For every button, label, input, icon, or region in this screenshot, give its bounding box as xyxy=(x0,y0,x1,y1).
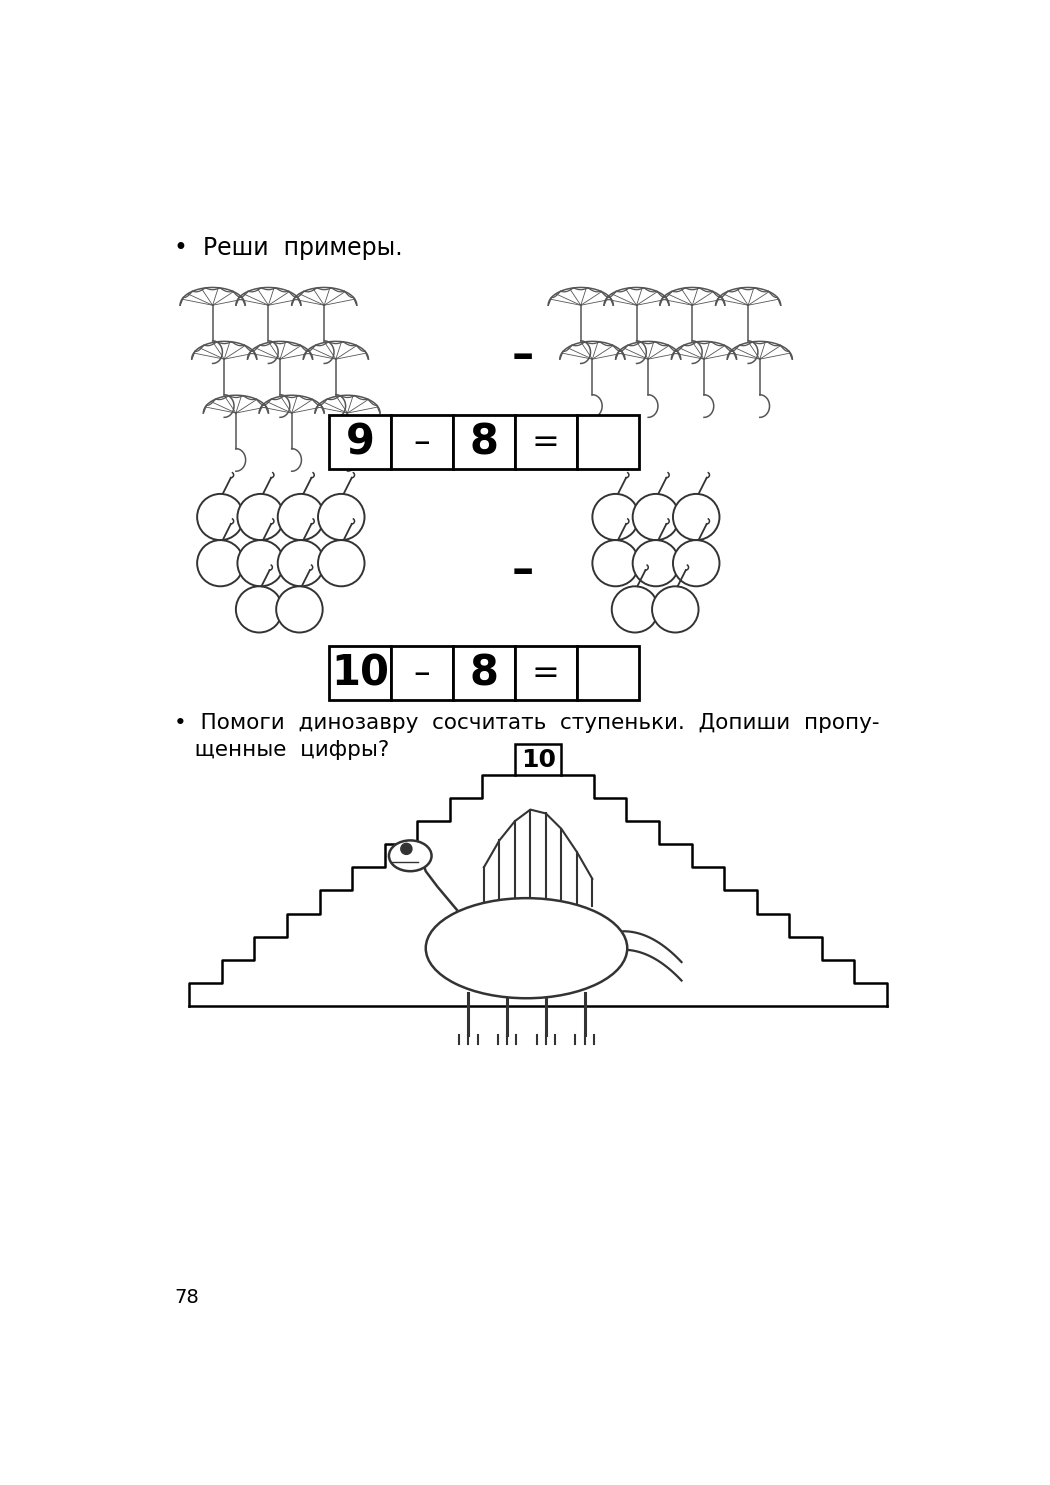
Ellipse shape xyxy=(652,587,698,633)
Text: 9: 9 xyxy=(345,422,374,463)
Text: 8: 8 xyxy=(469,422,499,463)
Text: =: = xyxy=(532,426,560,459)
Bar xyxy=(576,646,638,701)
Bar xyxy=(329,646,391,701)
Ellipse shape xyxy=(318,495,364,541)
Bar xyxy=(576,416,638,469)
Text: –: – xyxy=(511,549,533,593)
Bar xyxy=(391,416,453,469)
Ellipse shape xyxy=(633,495,679,541)
Ellipse shape xyxy=(592,495,638,541)
Ellipse shape xyxy=(236,587,282,633)
Bar xyxy=(391,646,453,701)
Text: 78: 78 xyxy=(174,1287,198,1307)
Ellipse shape xyxy=(612,587,658,633)
Ellipse shape xyxy=(388,841,432,872)
Text: 10: 10 xyxy=(331,652,388,695)
Text: 10: 10 xyxy=(521,747,555,772)
Bar xyxy=(453,416,514,469)
Ellipse shape xyxy=(197,495,244,541)
Text: •  Реши  примеры.: • Реши примеры. xyxy=(174,236,402,260)
Ellipse shape xyxy=(673,495,719,541)
Text: •  Помоги  динозавру  сосчитать  ступеньки.  Допиши  пропу-: • Помоги динозавру сосчитать ступеньки. … xyxy=(174,713,880,732)
Ellipse shape xyxy=(633,541,679,587)
Ellipse shape xyxy=(237,495,284,541)
Bar xyxy=(453,646,514,701)
Text: –: – xyxy=(414,426,430,459)
Ellipse shape xyxy=(277,541,324,587)
Ellipse shape xyxy=(425,898,627,998)
Text: =: = xyxy=(532,656,560,691)
Bar xyxy=(329,416,391,469)
Bar xyxy=(514,416,576,469)
Circle shape xyxy=(401,843,412,854)
Ellipse shape xyxy=(673,541,719,587)
Bar xyxy=(514,646,576,701)
Ellipse shape xyxy=(277,495,324,541)
Ellipse shape xyxy=(197,541,244,587)
Text: –: – xyxy=(511,334,533,377)
Ellipse shape xyxy=(318,541,364,587)
Text: –: – xyxy=(414,656,430,691)
Text: 8: 8 xyxy=(469,652,499,695)
Bar xyxy=(514,744,562,775)
Ellipse shape xyxy=(276,587,322,633)
Text: щенные  цифры?: щенные цифры? xyxy=(174,741,390,760)
Ellipse shape xyxy=(237,541,284,587)
Ellipse shape xyxy=(592,541,638,587)
